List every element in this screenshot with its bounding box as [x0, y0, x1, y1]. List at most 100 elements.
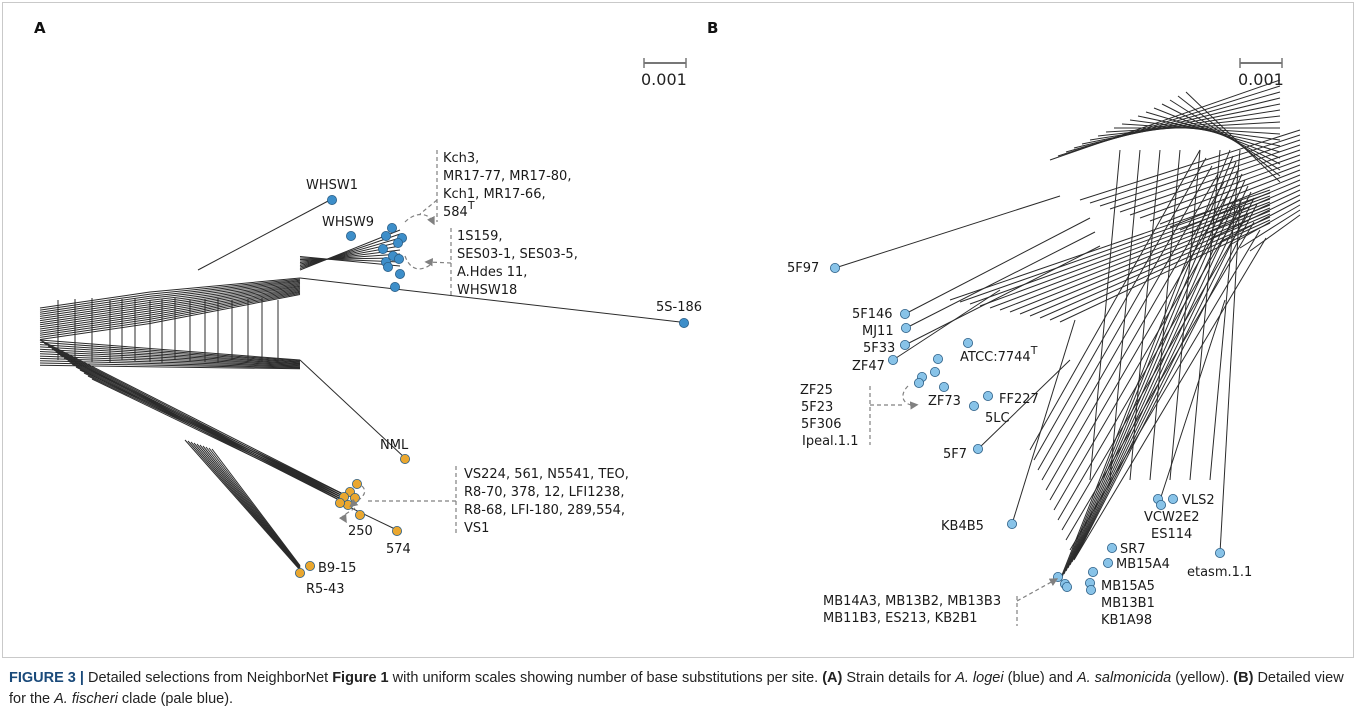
figure-frame: [2, 2, 1354, 658]
leaf-label-mb15a4: MB15A4: [1116, 557, 1170, 572]
network-edge: [1177, 95, 1281, 177]
network-edge: [39, 314, 151, 332]
network-edge: [79, 369, 346, 496]
network-edge: [1089, 109, 1281, 141]
group-a2-line-3: A.Hdes 11,: [457, 265, 527, 280]
network-edge: [39, 323, 151, 340]
leaf-node-fischeri: [1156, 499, 1167, 510]
network-edge: [1059, 149, 1231, 581]
network-edge: [1073, 191, 1252, 560]
network-figure: A 0.001 WHSW1 WHSW9: [34, 19, 1301, 628]
network-edge: [1169, 99, 1281, 171]
network-edge: [39, 316, 151, 334]
panel-a-letter: A: [34, 19, 46, 37]
group-b1-line-4: Ipeal.1.1: [802, 434, 858, 449]
network-edge: [969, 195, 1271, 305]
group-a1-line-4: 584T: [443, 199, 475, 220]
network-edge: [205, 446, 301, 567]
network-edge: [1129, 149, 1161, 481]
leaf-label-etasm: etasm.1.1: [1187, 565, 1252, 580]
network-edge: [39, 344, 301, 363]
leaf-label-ff227: FF227: [999, 392, 1039, 407]
caption-text-12: clade (pale blue).: [121, 691, 234, 707]
network-edge: [1059, 222, 1271, 323]
leaf-node-blue-cluster: [386, 222, 397, 233]
group-b2-line-2: MB11B3, ES213, KB2B1: [823, 611, 978, 626]
network-edge: [1045, 181, 1225, 491]
group-a2-line-4: WHSW18: [457, 283, 517, 298]
panel-a-leaders: [338, 150, 457, 534]
leaf-label-5lc: 5LC: [985, 411, 1010, 426]
network-edge: [39, 348, 301, 364]
leaf-node-fischeri: [888, 354, 899, 365]
leaf-label-kb1a98: KB1A98: [1101, 613, 1152, 628]
leaf-node-b9-15: [304, 561, 315, 572]
network-edge: [39, 351, 301, 365]
caption-figure-ref: Figure 1: [332, 670, 389, 686]
network-edge: [1029, 149, 1201, 451]
network-edge: [1099, 139, 1301, 207]
caption-species-fischeri: A. fischeri: [54, 691, 118, 707]
network-edge: [39, 339, 301, 361]
leaf-label-5f146: 5F146: [852, 307, 893, 322]
panel-b-nodes: [830, 262, 1226, 596]
network-edge: [1067, 173, 1243, 569]
network-edge: [39, 299, 151, 317]
network-edge: [1019, 210, 1271, 315]
leaf-node-whsw1: [326, 194, 337, 205]
leaf-node-nml: [399, 453, 410, 464]
network-edge: [1073, 237, 1267, 561]
leaf-label-whsw1: WHSW1: [306, 178, 358, 193]
network-edge: [1079, 129, 1301, 201]
leaf-label-r5-43: R5-43: [306, 582, 345, 597]
network-edge: [959, 192, 1271, 303]
network-edge: [904, 245, 1101, 346]
leaf-node-blue-cluster: [382, 261, 393, 272]
network-edge: [39, 355, 301, 367]
atcc-name: ATCC:7744: [960, 350, 1031, 365]
network-edge: [999, 204, 1271, 311]
caption-figure-label: FIGURE 3 |: [9, 670, 84, 686]
panel-b: B 0.001 5F97 5F146 MJ11 5F33 ZF47 ATCC:7…: [707, 19, 1301, 628]
network-edge: [1161, 103, 1281, 165]
leaf-label-mj11: MJ11: [862, 324, 894, 339]
leaf-label-sr7: SR7: [1120, 542, 1146, 557]
caption-text-10: Detailed view for the: [9, 670, 1344, 707]
network-edge: [193, 442, 301, 569]
leaf-node-blue-cluster: [394, 268, 405, 279]
network-edge: [1219, 199, 1241, 554]
caption-species-salmonicida: A. salmonicida: [1076, 670, 1172, 686]
leaf-node-fischeri: [1088, 567, 1099, 578]
network-edge: [1185, 91, 1281, 183]
panel-b-labels: 5F97 5F146 MJ11 5F33 ZF47 ATCC:7744T ZF7…: [787, 261, 1252, 628]
group-a3-line-2: R8-70, 378, 12, LFI1238,: [464, 485, 624, 500]
caption-text-6: (blue) and: [1007, 670, 1073, 686]
caption-text-1: Detailed selections from NeighborNet: [88, 670, 329, 686]
leaf-node-blue-cluster: [380, 230, 391, 241]
network-edge: [39, 304, 151, 322]
leaf-node-250: [354, 509, 365, 520]
network-edge: [39, 291, 151, 309]
leaf-label-vls2: VLS2: [1182, 493, 1215, 508]
panel-b-leaders: [869, 385, 1059, 626]
panel-a-network: [39, 199, 681, 571]
caption-text-2: with uniform scales showing number of ba…: [392, 670, 819, 686]
network-edge: [905, 231, 1096, 329]
leaf-node-blue-cluster: [392, 237, 403, 248]
leaf-label-mb13b1: MB13B1: [1101, 596, 1155, 611]
network-edge: [39, 308, 151, 326]
network-edge: [1149, 149, 1181, 481]
network-edge: [1011, 319, 1076, 525]
group-a3-line-4: VS1: [464, 521, 489, 536]
network-edge: [977, 359, 1071, 450]
network-edge: [1033, 157, 1207, 461]
network-edge: [197, 199, 331, 271]
network-edge: [1009, 207, 1271, 313]
network-edge: [1075, 197, 1255, 557]
network-edge: [1069, 179, 1246, 566]
network-edge: [149, 277, 301, 293]
panel-b-scale-bar: 0.001: [1238, 58, 1284, 89]
leaf-node-fischeri: [1168, 493, 1179, 504]
group-b1-line-1: ZF25: [800, 383, 833, 398]
leaf-node-yellow-cluster: [334, 497, 345, 508]
